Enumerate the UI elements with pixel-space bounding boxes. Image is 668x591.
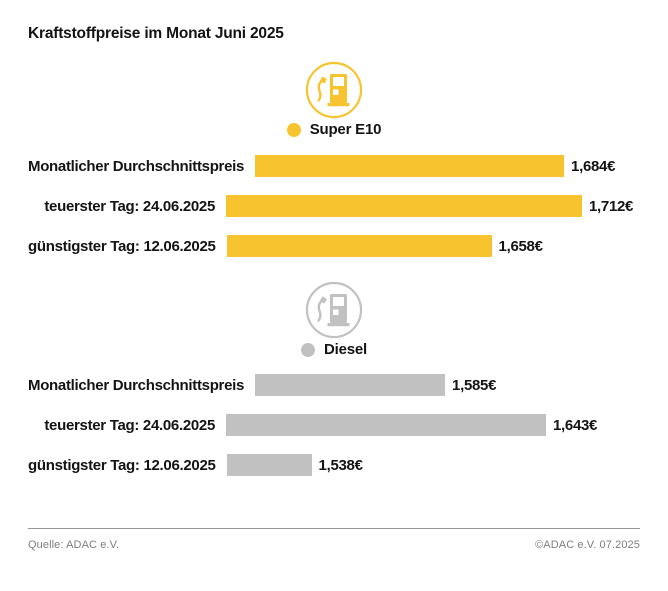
bar — [255, 155, 565, 177]
bar-rows-diesel: Monatlicher Durchschnittspreis 1,585€ teue… — [0, 374, 668, 476]
bar-value: 1,585€ — [452, 376, 497, 394]
chart-section-diesel: Diesel Monatlicher Durchschnittspreis 1,5… — [0, 281, 668, 476]
legend-super-e10: Super E10 — [0, 122, 668, 138]
bar-value: 1,684€ — [571, 157, 616, 175]
bar-value: 1,712€ — [589, 197, 634, 215]
bar-label: teuerster Tag: 24.06.2025 — [44, 416, 215, 434]
bar — [226, 414, 546, 436]
bar — [226, 235, 492, 257]
source-note: Quelle: ADAC e.V. — [28, 539, 120, 551]
bar-row: teuerster Tag: 24.06.2025 1,643€ — [0, 414, 668, 436]
bar-row: günstigster Tag: 12.06.2025 1,658€ — [0, 235, 668, 257]
bar-label: günstigster Tag: 12.06.2025 — [28, 237, 216, 255]
bar-label: teuerster Tag: 24.06.2025 — [44, 197, 215, 215]
legend-label-super-e10: Super E10 — [309, 121, 382, 138]
footer: Quelle: ADAC e.V. ©ADAC e.V. 07.2025 — [28, 528, 640, 551]
bar-value: 1,538€ — [318, 456, 363, 474]
legend-dot-super-e10 — [286, 123, 301, 137]
legend-dot-diesel — [301, 343, 315, 357]
bar-row: teuerster Tag: 24.06.2025 1,712€ — [0, 195, 668, 217]
chart-section-super-e10: Super E10 Monatlicher Durchschnittspreis… — [0, 61, 668, 257]
bar — [255, 374, 446, 396]
copyright-note: ©ADAC e.V. 07.2025 — [535, 539, 640, 551]
bar-label: Monatlicher Durchschnittspreis — [28, 157, 245, 175]
bar-row: günstigster Tag: 12.06.2025 1,538€ — [0, 454, 668, 476]
page-title: Kraftstoffpreise im Monat Juni 2025 — [28, 25, 284, 42]
fuel-pump-icon — [305, 61, 363, 119]
legend-diesel: Diesel — [0, 342, 668, 358]
bar-value: 1,643€ — [553, 416, 598, 434]
bar-label: günstigster Tag: 12.06.2025 — [28, 456, 216, 474]
bar-label: Monatlicher Durchschnittspreis — [28, 376, 245, 394]
footer-divider — [28, 528, 640, 529]
bar-row: Monatlicher Durchschnittspreis 1,585€ — [0, 374, 668, 396]
legend-label-diesel: Diesel — [324, 341, 367, 358]
bar — [226, 195, 582, 217]
bar-rows-super-e10: Monatlicher Durchschnittspreis 1,684€ teue… — [0, 155, 668, 257]
bar-value: 1,658€ — [498, 237, 543, 255]
bar — [226, 454, 312, 476]
fuel-pump-icon — [305, 281, 363, 339]
bar-row: Monatlicher Durchschnittspreis 1,684€ — [0, 155, 668, 177]
